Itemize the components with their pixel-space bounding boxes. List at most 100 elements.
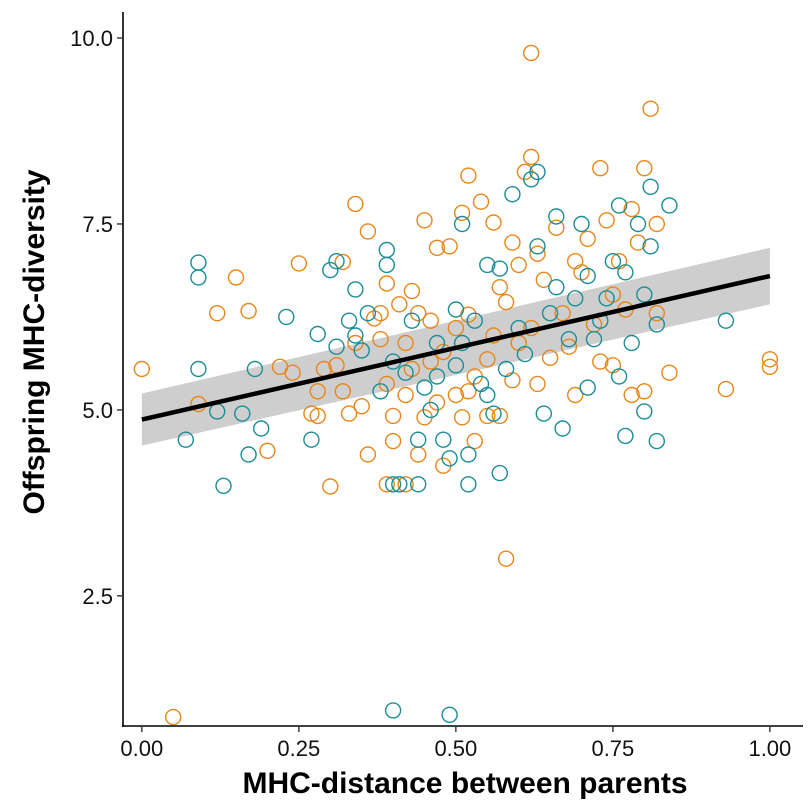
data-point-series-2 xyxy=(617,264,634,281)
data-point-series-2 xyxy=(190,269,207,286)
data-point-series-2 xyxy=(497,360,515,378)
data-point-series-1 xyxy=(359,223,377,240)
y-tick-label: 7.5 xyxy=(82,212,113,237)
data-point-series-1 xyxy=(403,282,421,300)
trend-line-layer xyxy=(141,273,771,422)
data-point-series-1 xyxy=(322,478,339,495)
data-point-series-1 xyxy=(133,360,151,378)
data-point-series-1 xyxy=(491,279,508,296)
x-axis-title: MHC-distance between parents xyxy=(242,767,687,800)
data-point-series-1 xyxy=(567,386,584,404)
axes-layer xyxy=(122,12,803,727)
data-point-series-1 xyxy=(372,331,389,348)
data-point-series-1 xyxy=(334,383,351,400)
x-tick-label: 0.00 xyxy=(120,736,163,761)
trend-line xyxy=(141,273,771,422)
data-point-series-1 xyxy=(648,215,665,233)
data-point-series-1 xyxy=(504,372,521,389)
data-point-series-2 xyxy=(384,476,402,493)
data-point-series-2 xyxy=(466,312,483,329)
data-point-series-2 xyxy=(661,197,678,214)
data-point-series-2 xyxy=(460,446,477,463)
data-point-series-1 xyxy=(541,349,559,366)
data-point-series-2 xyxy=(629,215,647,233)
data-point-series-2 xyxy=(322,261,339,279)
data-point-series-2 xyxy=(598,290,615,307)
data-point-series-2 xyxy=(447,357,465,374)
tick-labels-layer: 0.00 0.25 0.50 0.75 1.00 2.5 5.0 7.5 10.0 xyxy=(70,26,791,761)
y-tick-label: 5.0 xyxy=(82,398,113,423)
data-point-series-1 xyxy=(567,253,584,270)
data-point-series-2 xyxy=(617,427,634,445)
data-point-series-2 xyxy=(610,368,628,385)
data-point-series-1 xyxy=(453,204,471,222)
data-point-series-1 xyxy=(290,255,308,272)
data-point-series-1 xyxy=(410,446,427,463)
data-point-series-1 xyxy=(422,312,439,329)
data-point-series-1 xyxy=(460,167,477,184)
data-point-series-1 xyxy=(416,212,433,229)
data-point-series-2 xyxy=(529,238,546,255)
data-point-series-1 xyxy=(397,476,414,493)
data-point-series-2 xyxy=(585,331,603,348)
data-point-series-1 xyxy=(397,334,414,352)
data-point-series-1 xyxy=(372,305,389,322)
data-point-series-2 xyxy=(541,305,559,322)
data-point-series-1 xyxy=(623,386,640,404)
data-point-series-2 xyxy=(353,342,370,359)
data-point-series-2 xyxy=(347,281,364,298)
data-point-series-2 xyxy=(636,403,653,420)
data-point-series-2 xyxy=(435,431,452,448)
x-tick-label: 0.75 xyxy=(591,736,634,761)
data-point-series-1 xyxy=(761,351,779,368)
data-point-series-2 xyxy=(623,334,640,352)
data-point-series-2 xyxy=(648,316,665,333)
data-point-series-2 xyxy=(177,431,195,448)
data-point-series-2 xyxy=(717,312,735,329)
x-tick-label: 1.00 xyxy=(748,736,791,761)
data-point-series-1 xyxy=(598,212,615,229)
data-point-series-2 xyxy=(441,450,458,467)
data-point-series-2 xyxy=(491,464,508,482)
data-point-series-2 xyxy=(604,253,622,270)
data-point-series-1 xyxy=(548,219,565,236)
data-point-series-1 xyxy=(636,159,653,177)
data-point-series-2 xyxy=(359,305,377,322)
data-point-series-2 xyxy=(479,256,496,274)
data-point-series-2 xyxy=(479,386,496,404)
data-point-series-2 xyxy=(636,286,653,303)
data-point-series-1 xyxy=(479,351,496,368)
data-point-series-1 xyxy=(579,230,596,248)
data-point-series-1 xyxy=(592,353,609,370)
data-point-series-1 xyxy=(384,432,402,450)
data-point-series-1 xyxy=(529,375,546,393)
data-point-series-2 xyxy=(548,279,565,296)
data-point-series-1 xyxy=(504,234,521,251)
data-point-series-2 xyxy=(384,702,402,719)
data-point-series-2 xyxy=(428,368,446,385)
data-point-series-2 xyxy=(397,364,414,381)
data-point-series-1 xyxy=(472,193,490,210)
data-point-series-1 xyxy=(309,383,326,400)
data-point-series-2 xyxy=(410,476,427,493)
data-point-series-2 xyxy=(642,238,659,255)
data-point-series-1 xyxy=(447,319,465,337)
data-point-series-1 xyxy=(560,338,578,355)
data-point-series-2 xyxy=(253,420,270,437)
data-point-series-2 xyxy=(610,197,628,214)
data-point-series-1 xyxy=(529,245,546,262)
x-tick-label: 0.50 xyxy=(434,736,477,761)
data-point-series-1 xyxy=(623,200,640,218)
data-point-series-1 xyxy=(347,195,364,213)
data-point-series-1 xyxy=(447,386,465,404)
data-point-series-1 xyxy=(523,148,540,166)
data-point-series-2 xyxy=(378,241,395,259)
data-point-series-2 xyxy=(560,331,578,348)
data-point-series-2 xyxy=(648,432,665,450)
data-point-series-2 xyxy=(372,383,389,400)
data-point-series-1 xyxy=(629,234,647,251)
data-point-series-1 xyxy=(208,305,226,322)
data-point-series-2 xyxy=(309,325,326,343)
